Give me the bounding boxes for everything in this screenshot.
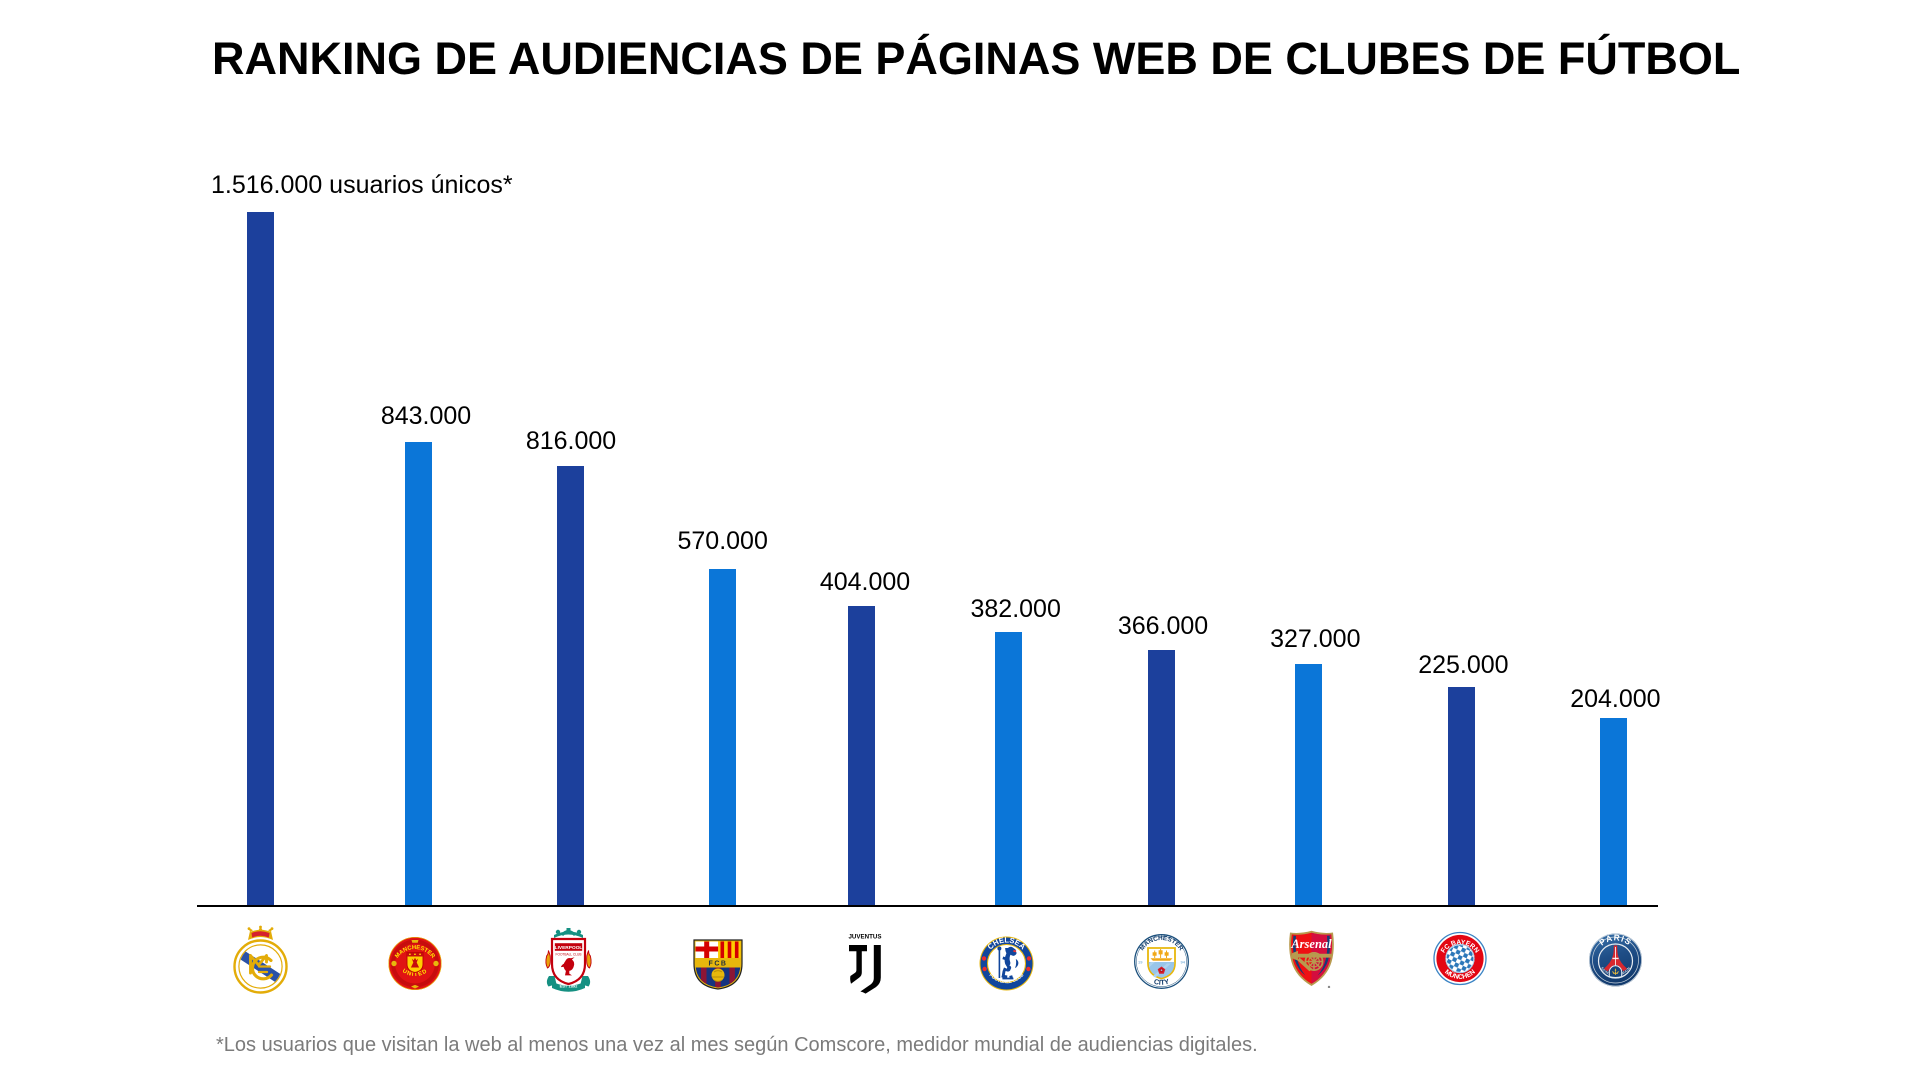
svg-text:CITY: CITY — [1153, 977, 1170, 987]
svg-text:LIVERPOOL: LIVERPOOL — [555, 945, 583, 951]
svg-text:PARIS: PARIS — [1597, 933, 1634, 947]
svg-text:JUVENTUS: JUVENTUS — [848, 934, 881, 941]
svg-text:FCB: FCB — [709, 961, 728, 968]
svg-text:EST 1892: EST 1892 — [560, 984, 579, 989]
svg-text:Arsenal: Arsenal — [1290, 937, 1332, 951]
svg-text:94: 94 — [1181, 959, 1186, 964]
svg-text:FOOTBALL CLUB: FOOTBALL CLUB — [556, 952, 582, 956]
svg-text:19: 19 — [1138, 959, 1143, 964]
svg-text:UNITED: UNITED — [401, 968, 429, 978]
